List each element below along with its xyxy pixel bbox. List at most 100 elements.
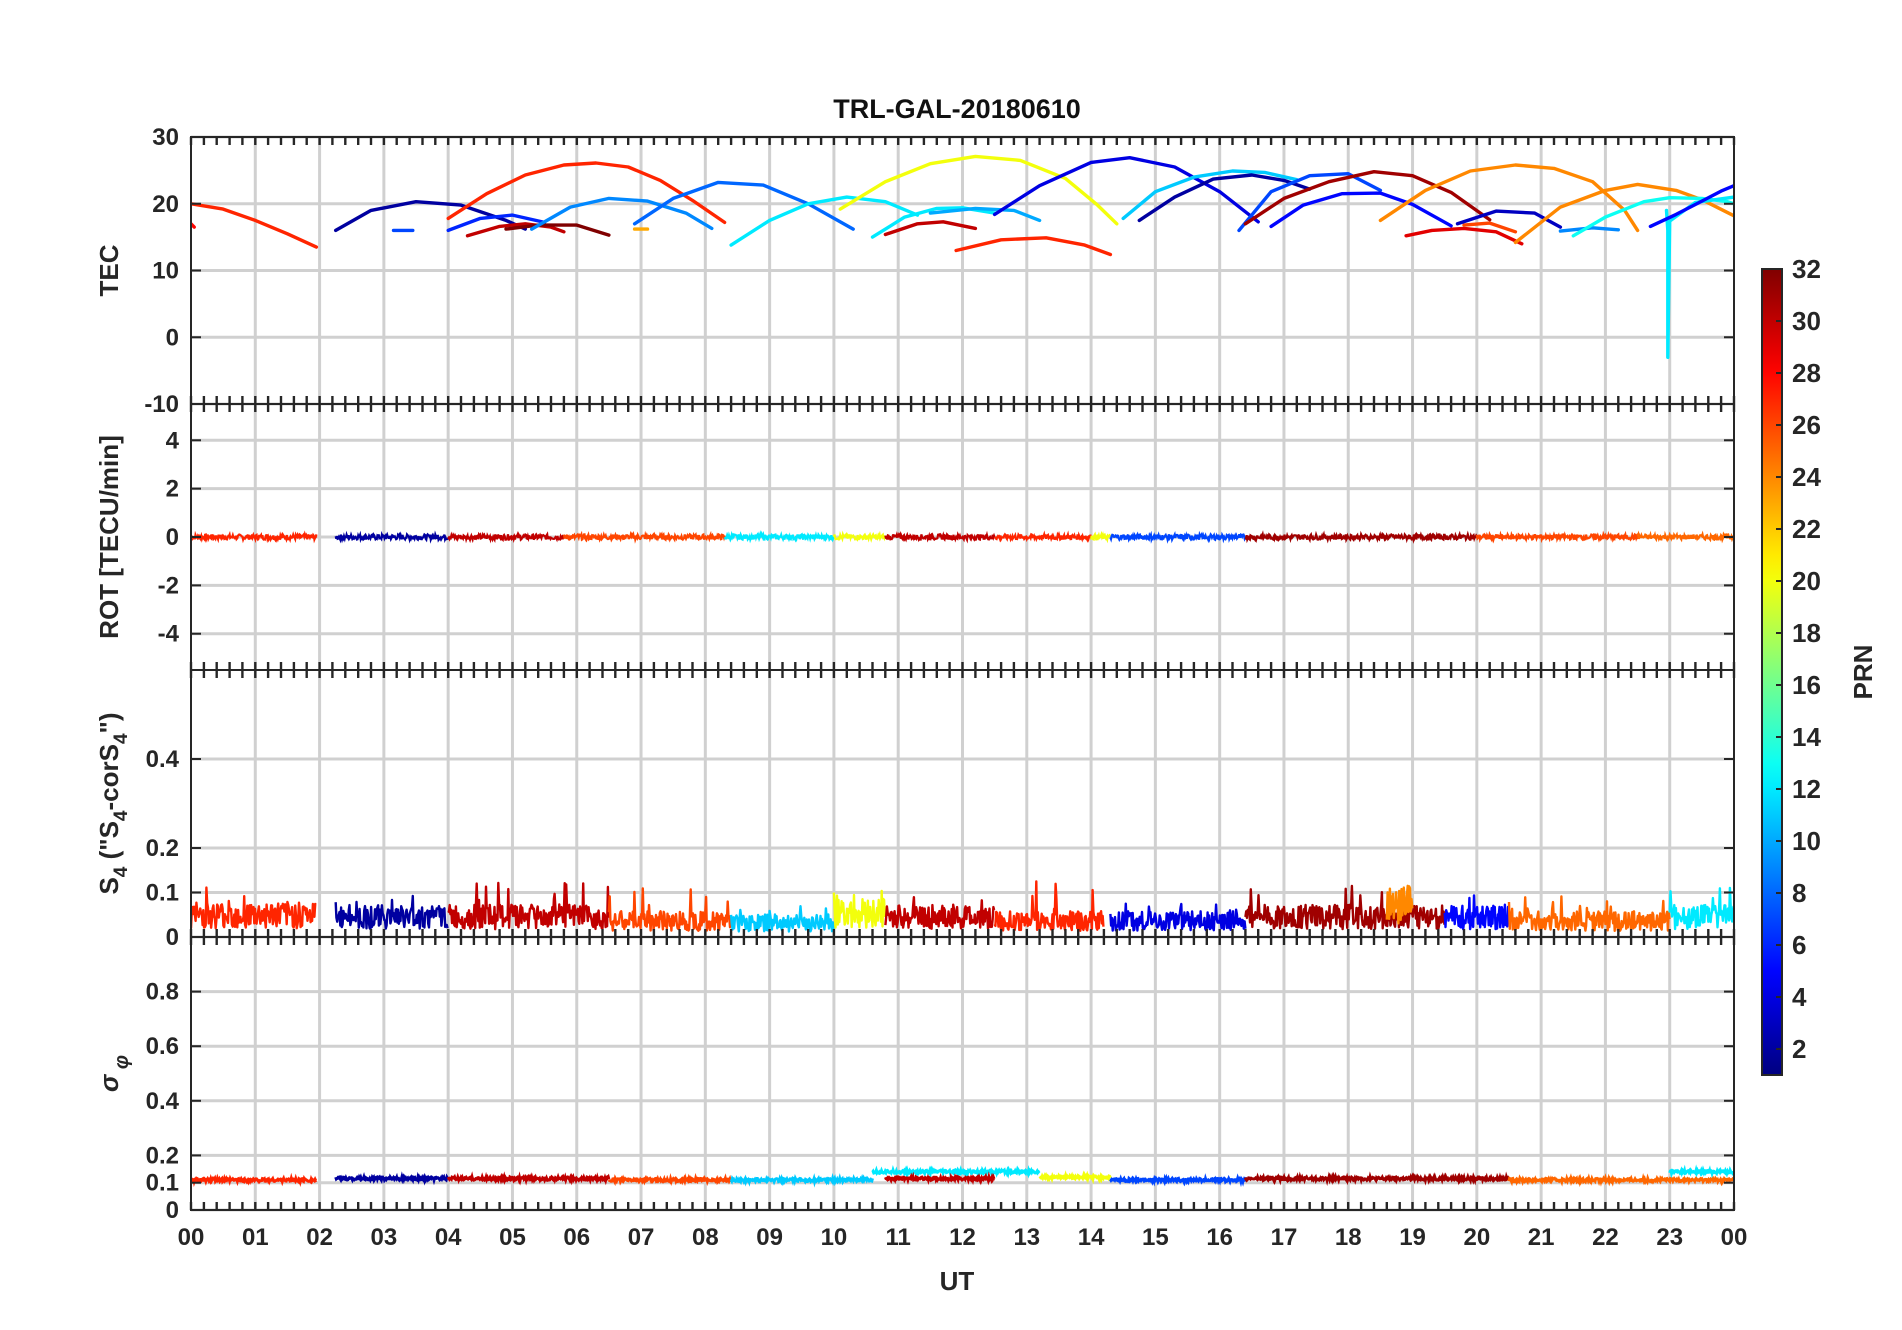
tec-series-prn-32 [504,223,611,237]
x-tick-label: 16 [1206,1224,1233,1251]
sigma-series-prn-2 [334,1171,450,1186]
s4-series-prn-25 [1507,895,1671,932]
colorbar-label: PRN [1848,645,1878,700]
x-axis: 00 01 02 03 04 05 06 07 08 09 10 11 12 13 14 15 16 17 18 19… [178,1224,1748,1251]
y-axis-label-tec: TEC [94,244,124,296]
tec-series-prn-3 [1455,209,1563,229]
tec-series-prn-31 [1243,169,1492,226]
s4-series-prn-31 [1244,884,1446,931]
sigma-series-prn-31 [1243,1171,1511,1187]
tec-series-prn-30 [465,222,566,238]
rot-series-prn-20 [832,530,887,543]
x-tick-label: 15 [1142,1224,1169,1251]
x-tick-label: 11 [886,1224,911,1251]
x-tick-label: 01 [242,1224,269,1251]
s4-series-prn-27 [993,880,1105,932]
y-axis-label-s4: S4 ("S4-corS4") [94,712,132,894]
tec-series-prn-20 [838,154,1119,226]
x-tick-label: 07 [628,1224,655,1251]
x-tick-label: 06 [563,1224,590,1251]
rot-series-prn-26 [562,530,726,544]
x-tick-label: 13 [1013,1224,1040,1251]
x-tick-label: 12 [949,1224,976,1251]
minor-ticks-tec [189,137,1736,404]
tec-series-prn-13 [1571,195,1734,238]
rot-series-prn-7 [1109,530,1247,544]
panel-s4: 0 0.1 0.2 0.4 S4 ("S4-corS4") [94,669,1736,951]
figure-title: TRL-GAL-20180610 [833,94,1081,124]
s4-series-prn-27 [191,886,317,930]
colorbar-tick-label: 10 [1792,826,1821,856]
plot-area-tec [191,154,1734,359]
minor-ticks-sigma_phi [189,937,1736,1210]
colorbar-tick-label: 20 [1792,566,1821,596]
x-tick-label: 03 [371,1224,398,1251]
rot-series-prn-27 [191,530,318,544]
tec-series-prn-27 [191,202,319,249]
rot-series-prn-31 [1244,530,1478,544]
tec-series-prn-10 [928,206,1042,223]
tec-series-prn-2 [1137,173,1312,223]
tec-series-prn-27 [954,236,1113,257]
colorbar-tick-label: 26 [1792,410,1821,440]
colorbar-tick-label: 32 [1792,254,1821,284]
x-tick-label: 21 [1528,1224,1555,1251]
x-tick-label: 05 [499,1224,526,1251]
sigma-series-prn-27 [191,1172,318,1188]
y-tick-label-tec: 30 [152,124,179,151]
s4-series-prn-24 [1385,884,1414,925]
sigma-series-prn-12 [1668,1164,1734,1179]
rot-series-prn-20 [1090,530,1111,544]
y-axis-label-rot: ROT [TECU/min] [94,435,124,639]
colorbar-tick-label: 6 [1792,930,1806,960]
tec-series-prn-26 [1462,221,1518,234]
x-tick-label: 14 [1078,1224,1105,1251]
sigma-series-prn-30 [446,1171,611,1186]
sigma-series-prn-25 [1507,1173,1734,1188]
y-tick-label-s4: 0.4 [146,746,180,773]
y-tick-label-tec: 0 [166,324,179,351]
colorbar-tick-label: 16 [1792,670,1821,700]
rot-series-prn-30 [447,530,565,544]
sigma-series-prn-11 [729,1172,874,1188]
y-tick-label-sigma_phi: 0.6 [146,1033,179,1060]
x-tick-label: 09 [756,1224,783,1251]
colorbar-tick-label: 30 [1792,306,1821,336]
tec-series-prn-24 [1378,163,1640,233]
x-axis-label: UT [940,1266,975,1296]
x-tick-label: 23 [1656,1224,1683,1251]
x-tick-label: 02 [306,1224,333,1251]
tec-series-prn-29 [1404,226,1524,246]
minor-ticks-s4 [189,670,1736,937]
rot-series-prn-27 [993,530,1093,543]
colorbar-tick-label: 18 [1792,618,1821,648]
panel-tec: -10 0 10 20 30 TEC [94,124,1736,418]
colorbar-tick-label: 8 [1792,878,1806,908]
y-tick-label-tec: 10 [152,258,179,285]
tec-series-prn-7 [1237,171,1383,233]
y-tick-label-s4: 0 [166,924,179,951]
colorbar-tick-label: 28 [1792,358,1821,388]
x-tick-label: 19 [1399,1224,1426,1251]
tec-series-prn-6 [446,213,547,233]
s4-series-prn-11 [729,905,835,933]
colorbar-tick-label: 12 [1792,774,1821,804]
y-tick-label-tec: -10 [144,391,179,418]
tec-series-prn-11 [1121,169,1299,221]
s4-series-prn-5 [1443,894,1510,931]
colorbar-tick-label: 24 [1792,462,1821,492]
y-tick-label-sigma_phi: 0.8 [146,979,179,1006]
x-tick-label: 17 [1271,1224,1298,1251]
s4-series-prn-30 [884,896,996,930]
y-tick-label-rot: 0 [166,524,179,551]
sigma-series-prn-7 [1109,1173,1247,1188]
x-tick-label: 20 [1463,1224,1490,1251]
y-tick-label-sigma_phi: 0.1 [146,1170,179,1197]
colorbar-tick-label: 14 [1792,722,1821,752]
colorbar-bar [1761,268,1783,1076]
y-tick-label-rot: 2 [166,476,179,503]
x-tick-label: 04 [435,1224,462,1251]
